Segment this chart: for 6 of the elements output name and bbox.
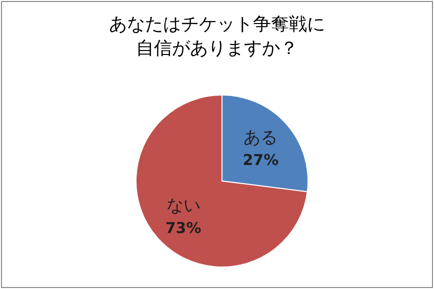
data-label: 27% (242, 150, 279, 169)
slice-label: ある (244, 128, 278, 148)
chart-title: あなたはチケット争奪戦に自信がありますか？ (109, 14, 325, 59)
pie-slice (136, 94, 308, 268)
data-label: 73% (165, 219, 202, 238)
slice-label: ない (166, 196, 200, 216)
